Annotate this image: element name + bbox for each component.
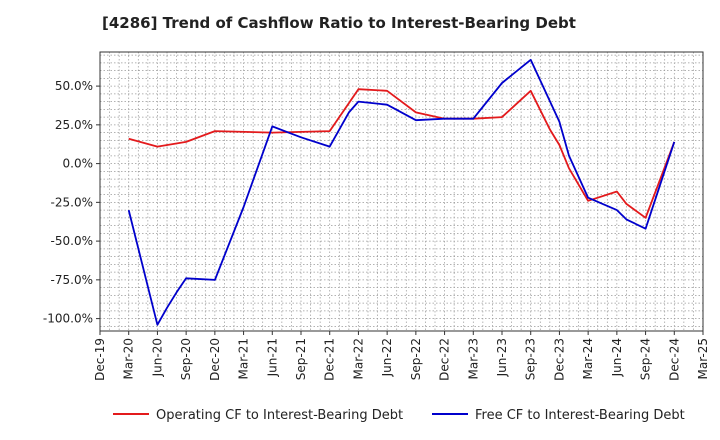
- legend-label: Free CF to Interest-Bearing Debt: [475, 408, 685, 423]
- y-tick-label: -100.0%: [43, 312, 93, 326]
- x-tick-label: Dec-22: [438, 338, 452, 381]
- x-tick-label: Jun-20: [150, 338, 164, 377]
- y-tick-label: -75.0%: [51, 273, 93, 287]
- x-tick-label: Dec-23: [552, 338, 566, 381]
- y-axis-ticks: 50.0% 25.0% 0.0% -25.0% -50.0% -75.0% -100.0%: [43, 79, 100, 326]
- x-tick-label: Mar-24: [581, 338, 595, 379]
- x-tick-label: Dec-19: [93, 338, 107, 381]
- x-tick-label: Dec-24: [667, 338, 681, 381]
- x-tick-label: Mar-25: [696, 338, 710, 379]
- x-axis-ticks: Dec-19 Mar-20 Jun-20 Sep-20 Dec-20 Mar-21 Jun-…: [93, 331, 710, 381]
- y-tick-label: 25.0%: [55, 118, 93, 132]
- legend: Operating CF to Interest-Bearing Debt Fre…: [113, 408, 685, 423]
- x-tick-label: Dec-21: [323, 338, 337, 381]
- series-line-operating-cf: [128, 88, 676, 219]
- x-tick-label: Sep-20: [179, 338, 193, 380]
- y-tick-label: -25.0%: [51, 195, 93, 209]
- grid: [99, 52, 704, 331]
- x-tick-label: Jun-21: [265, 338, 279, 377]
- y-tick-label: -50.0%: [51, 234, 93, 248]
- x-tick-label: Sep-22: [409, 338, 423, 380]
- x-tick-label: Jun-22: [380, 338, 394, 377]
- series-line-free-cf: [127, 58, 676, 326]
- x-tick-label: Mar-20: [122, 338, 136, 379]
- plot-frame: [99, 51, 704, 332]
- x-tick-label: Sep-24: [639, 338, 653, 380]
- x-tick-label: Sep-23: [524, 338, 538, 380]
- x-tick-label: Sep-21: [294, 338, 308, 380]
- series-lines: [127, 58, 676, 326]
- x-tick-label: Mar-21: [237, 338, 251, 379]
- x-tick-label: Jun-24: [610, 338, 624, 377]
- y-tick-label: 50.0%: [55, 79, 93, 93]
- x-tick-label: Mar-22: [351, 338, 365, 379]
- chart-title: [4286] Trend of Cashflow Ratio to Intere…: [102, 14, 576, 32]
- legend-label: Operating CF to Interest-Bearing Debt: [156, 408, 403, 423]
- x-tick-label: Mar-23: [466, 338, 480, 379]
- x-tick-label: Jun-23: [495, 338, 509, 377]
- y-tick-label: 0.0%: [63, 157, 94, 171]
- x-tick-label: Dec-20: [208, 338, 222, 381]
